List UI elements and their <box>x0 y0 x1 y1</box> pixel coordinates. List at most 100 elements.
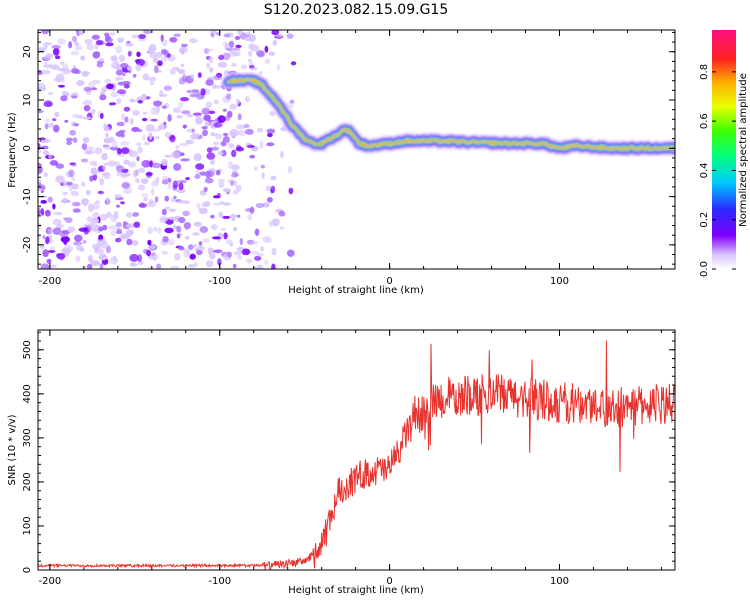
noise-blob <box>140 193 149 197</box>
noise-blob <box>177 179 188 184</box>
noise-blob <box>188 264 193 268</box>
noise-blob <box>161 105 167 109</box>
noise-blob <box>59 232 69 238</box>
noise-blob <box>218 211 224 218</box>
noise-blob <box>185 139 194 145</box>
noise-blob <box>249 154 255 159</box>
noise-blob <box>41 30 49 35</box>
noise-blob <box>44 123 49 130</box>
noise-blob <box>53 124 60 133</box>
noise-blob <box>143 30 152 35</box>
x-tick-label: 0 <box>386 276 392 287</box>
noise-blob <box>205 101 212 109</box>
noise-blob <box>68 169 75 178</box>
noise-blob <box>264 58 271 65</box>
noise-blob <box>174 252 181 261</box>
noise-blob <box>43 101 53 108</box>
noise-blob <box>247 213 252 221</box>
noise-blob <box>38 149 42 154</box>
noise-blob <box>286 33 294 39</box>
noise-blob <box>153 100 163 107</box>
noise-blob <box>246 144 255 148</box>
x-tick-label: -100 <box>208 576 231 587</box>
noise-blob <box>228 40 235 49</box>
noise-blob <box>181 43 188 48</box>
noise-blob <box>89 175 94 182</box>
noise-blob <box>115 221 123 228</box>
noise-blob <box>50 64 60 70</box>
noise-blob <box>52 227 62 235</box>
noise-blob <box>127 50 132 57</box>
noise-blob <box>172 56 177 61</box>
noise-blob <box>159 89 164 98</box>
noise-blob <box>142 111 147 115</box>
noise-blob <box>40 208 45 216</box>
noise-blob <box>191 128 195 133</box>
noise-blob <box>231 171 238 175</box>
noise-blob <box>47 92 54 95</box>
noise-blob <box>114 161 121 166</box>
noise-blob <box>149 198 154 206</box>
noise-blob <box>227 251 232 258</box>
noise-blob <box>52 218 62 226</box>
noise-blob <box>167 53 171 58</box>
noise-blob <box>206 62 211 69</box>
noise-blob <box>51 44 61 49</box>
noise-blob <box>187 244 194 251</box>
noise-blob <box>161 178 170 185</box>
noise-blob <box>105 133 109 138</box>
noise-blob <box>138 34 147 39</box>
noise-blob <box>287 166 292 174</box>
noise-blob <box>236 255 243 260</box>
noise-blob <box>136 51 141 58</box>
noise-blob <box>217 258 222 266</box>
noise-blob <box>151 162 161 169</box>
noise-blob <box>176 225 182 233</box>
noise-blob <box>270 185 276 194</box>
noise-blob <box>98 253 108 261</box>
noise-blob <box>91 108 96 115</box>
noise-blob <box>172 107 182 114</box>
noise-blob <box>78 227 88 232</box>
noise-blob <box>71 183 79 190</box>
noise-blob <box>202 129 208 137</box>
noise-blob <box>168 216 176 220</box>
noise-blob <box>254 228 260 236</box>
noise-blob <box>97 190 104 195</box>
noise-blob <box>217 150 224 156</box>
noise-blob <box>178 246 185 251</box>
noise-blob <box>210 132 215 137</box>
noise-blob <box>109 32 116 36</box>
figure-title: S120.2023.082.15.09.G15 <box>264 2 449 18</box>
noise-blob <box>222 188 232 193</box>
noise-blob <box>72 208 81 213</box>
noise-blob <box>52 47 60 56</box>
noise-blob <box>126 238 133 246</box>
noise-blob <box>164 206 170 210</box>
noise-blob <box>182 210 190 217</box>
noise-blob <box>99 94 107 101</box>
noise-blob <box>231 62 237 67</box>
noise-blob <box>209 67 214 73</box>
noise-blob <box>116 121 125 127</box>
noise-blob <box>167 183 172 190</box>
noise-blob <box>54 55 61 60</box>
noise-blob <box>190 133 199 140</box>
noise-blob <box>42 150 50 156</box>
noise-blob <box>164 131 172 139</box>
noise-blob <box>110 91 119 98</box>
noise-blob <box>137 100 143 104</box>
noise-blob <box>209 253 216 260</box>
noise-blob <box>231 173 239 178</box>
noise-blob <box>235 184 242 192</box>
noise-blob <box>235 146 245 152</box>
noise-blob <box>205 260 214 268</box>
noise-blob <box>222 52 231 61</box>
noise-blob <box>131 34 140 39</box>
noise-blob <box>197 153 202 161</box>
noise-blob <box>272 39 277 46</box>
noise-blob <box>145 172 153 176</box>
noise-blob <box>132 240 139 246</box>
noise-blob <box>40 145 49 150</box>
noise-blob <box>206 147 213 153</box>
